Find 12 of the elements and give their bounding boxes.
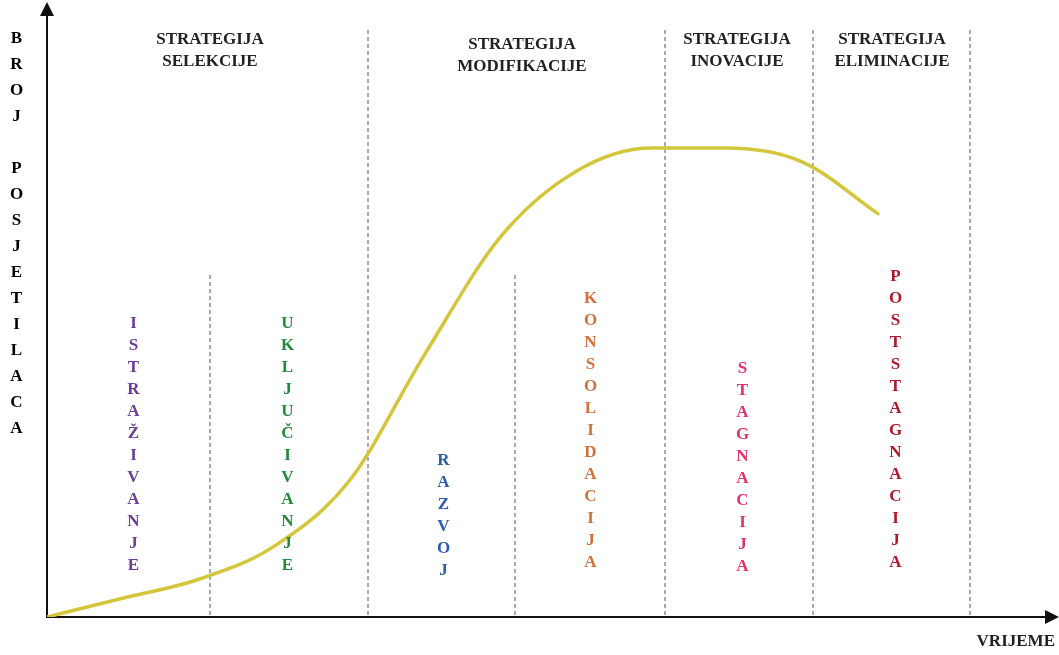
text: STRATEGIJA ELIMINACIJE (833, 28, 951, 72)
annotation: KONSOLIDACIJA (580, 288, 600, 574)
annotation: POSTSTAGNACIJA (885, 266, 905, 574)
annotation: RAZVOJ (433, 450, 453, 582)
annotation: ISTRAŽIVANJE (123, 313, 143, 577)
text: STRATEGIJA MODIFIKACIJE (456, 33, 588, 77)
annotation: UKLJUČIVANJE (277, 313, 297, 577)
text: STRATEGIJA SELEKCIJE (155, 28, 265, 72)
annotation: STAGNACIJA (732, 358, 752, 578)
x-axis-title: VRIJEME (976, 630, 1055, 652)
y-axis-title: BROJ POSJETILACA (6, 28, 26, 444)
text: STRATEGIJA INOVACIJE (682, 28, 792, 72)
